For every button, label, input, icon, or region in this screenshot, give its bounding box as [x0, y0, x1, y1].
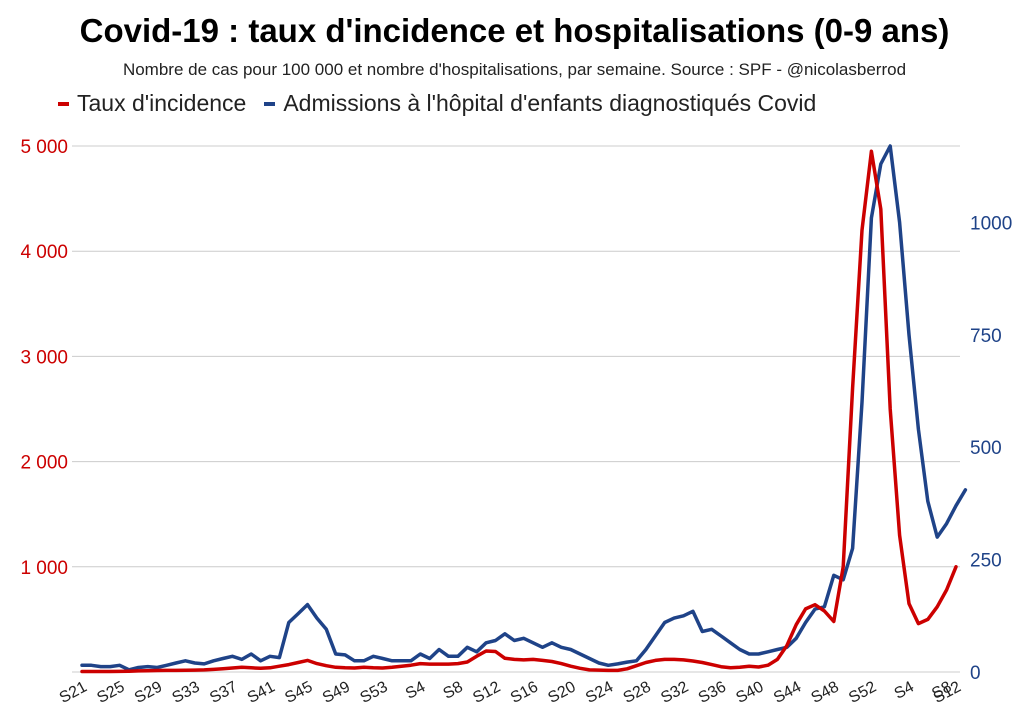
x-tick-label: S37	[207, 678, 240, 706]
y-right-tick-label: 0	[970, 663, 981, 684]
legend: Taux d'incidence Admissions à l'hôpital …	[58, 90, 834, 117]
x-tick-label: S25	[94, 678, 127, 706]
x-tick-label: S33	[170, 678, 203, 706]
x-tick-label: S41	[245, 678, 278, 706]
y-right-tick-label: 250	[970, 551, 1002, 572]
x-tick-label: S48	[809, 678, 842, 706]
x-tick-label: S12	[470, 678, 503, 706]
series-line-incidence	[80, 149, 958, 674]
y-left-tick-label: 3 000	[20, 347, 68, 368]
y-left-tick-label: 5 000	[20, 137, 68, 158]
y-right-tick-label: 500	[970, 438, 1002, 459]
legend-swatch-red	[58, 101, 69, 106]
y-left-tick-label: 2 000	[20, 453, 68, 474]
y-axis-left: 1 000 2 000 3 000 4 000 5 000	[20, 137, 68, 579]
x-tick-label: S12	[931, 678, 964, 706]
x-tick-label: S40	[733, 678, 766, 706]
y-left-tick-label: 4 000	[20, 242, 68, 263]
x-axis: S21 S25 S29 S33 S37 S41 S45 S49 S53 S4 S8 S12 S16 S20…	[57, 678, 964, 706]
x-tick-label: S8	[441, 678, 466, 702]
series-lines	[80, 144, 968, 674]
legend-item-incidence: Taux d'incidence	[58, 90, 246, 117]
y-right-tick-label: 1000	[970, 213, 1012, 234]
x-tick-label: S49	[320, 678, 353, 706]
chart-title: Covid-19 : taux d'incidence et hospitali…	[79, 12, 950, 49]
x-tick-label: S29	[132, 678, 165, 706]
y-left-tick-label: 1 000	[20, 558, 68, 579]
x-tick-label: S28	[621, 678, 654, 706]
x-tick-label: S21	[57, 678, 90, 706]
x-tick-label: S4	[892, 678, 917, 702]
x-tick-label: S53	[357, 678, 390, 706]
legend-swatch-blue	[264, 101, 276, 106]
x-tick-label: S44	[771, 678, 804, 706]
x-tick-label: S45	[282, 678, 315, 706]
x-tick-label: S4	[403, 678, 428, 702]
y-axis-right: 0 250 500 750 1000	[970, 213, 1012, 684]
x-tick-label: S32	[658, 678, 691, 706]
x-tick-label: S16	[508, 678, 541, 706]
legend-label-incidence: Taux d'incidence	[77, 90, 247, 116]
x-tick-label: S52	[846, 678, 879, 706]
x-tick-label: S36	[696, 678, 729, 706]
x-tick-label: S24	[583, 678, 616, 706]
chart-subtitle: Nombre de cas pour 100 000 et nombre d'h…	[122, 60, 907, 79]
legend-item-hospital: Admissions à l'hôpital d'enfants diagnos…	[264, 90, 816, 117]
grid-lines	[72, 145, 960, 673]
legend-label-hospital: Admissions à l'hôpital d'enfants diagnos…	[283, 90, 817, 116]
series-line-hospital	[80, 144, 968, 672]
y-right-tick-label: 750	[970, 326, 1002, 347]
x-tick-label: S20	[545, 678, 578, 706]
